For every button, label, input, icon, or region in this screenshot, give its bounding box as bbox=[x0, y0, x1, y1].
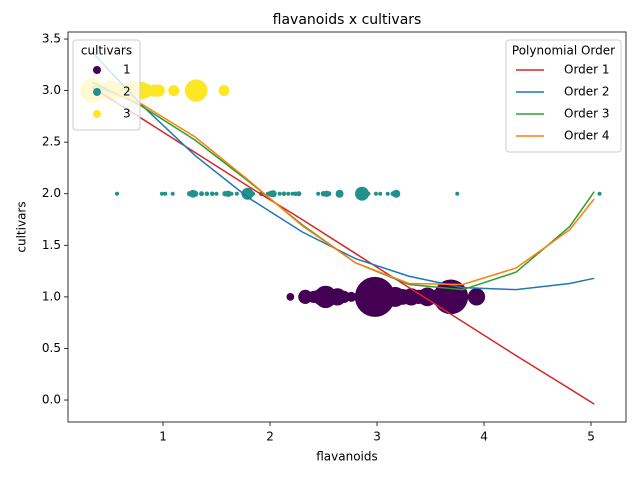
legend-box bbox=[505, 39, 622, 153]
legend-label: Order 2 bbox=[564, 85, 610, 99]
x-tick-label: 1 bbox=[159, 430, 167, 444]
scatter-point bbox=[296, 191, 302, 197]
scatter-point bbox=[234, 191, 239, 196]
y-tick-label: 1.5 bbox=[42, 238, 61, 252]
scatter-point bbox=[269, 190, 277, 198]
y-tick-label: 0.0 bbox=[42, 393, 61, 407]
y-tick-label: 2.0 bbox=[42, 186, 61, 200]
legend-label: 1 bbox=[123, 63, 131, 77]
scatter-point bbox=[316, 191, 321, 196]
legend-marker bbox=[93, 88, 101, 96]
legend-label: 3 bbox=[123, 107, 131, 121]
axes-frame bbox=[67, 31, 627, 423]
scatter-point bbox=[335, 189, 344, 198]
scatter-point bbox=[152, 84, 165, 97]
scatter-point bbox=[290, 191, 295, 196]
x-tick-label: 3 bbox=[373, 430, 381, 444]
fit-line bbox=[91, 51, 595, 291]
scatter-point bbox=[355, 186, 370, 201]
scatter-point bbox=[138, 83, 153, 98]
scatter-point bbox=[455, 191, 460, 196]
scatter-point bbox=[392, 189, 401, 198]
scatter-point bbox=[115, 191, 120, 196]
y-tick-label: 3.5 bbox=[42, 32, 61, 46]
scatter-point bbox=[214, 191, 219, 196]
x-tick-label: 2 bbox=[266, 430, 274, 444]
legend-label: 2 bbox=[123, 85, 131, 99]
x-axis-label: flavanoids bbox=[316, 450, 378, 464]
scatter-point bbox=[286, 293, 295, 301]
scatter-point bbox=[229, 191, 234, 196]
scatter-point bbox=[185, 79, 208, 102]
scatter-point bbox=[286, 191, 291, 196]
scatter-point bbox=[218, 85, 230, 97]
scatter-point bbox=[448, 288, 465, 305]
scatter-point bbox=[209, 191, 215, 196]
scatter-point bbox=[378, 191, 383, 196]
scatter-point bbox=[597, 191, 602, 196]
scatter-point bbox=[159, 191, 164, 196]
y-tick-label: 1.0 bbox=[42, 289, 61, 303]
y-tick-label: 3.0 bbox=[42, 83, 61, 97]
y-tick-label: 0.5 bbox=[42, 341, 61, 355]
scatter-point bbox=[281, 191, 287, 196]
legend-title: cultivars bbox=[81, 44, 132, 58]
scatter-point bbox=[250, 191, 256, 196]
fit-line bbox=[92, 84, 595, 286]
legend-label: Order 1 bbox=[564, 63, 610, 77]
scatter-point bbox=[298, 289, 313, 304]
scatter-point bbox=[199, 191, 205, 197]
scatter-point bbox=[373, 191, 378, 196]
scatter-point bbox=[346, 291, 357, 302]
scatter-point bbox=[385, 191, 390, 196]
scatter-point bbox=[225, 190, 232, 197]
legend-box bbox=[72, 39, 141, 131]
legend-marker bbox=[93, 110, 101, 118]
scatter-point bbox=[191, 190, 199, 197]
legend-label: Order 3 bbox=[564, 107, 610, 121]
x-tick-label: 4 bbox=[480, 430, 488, 444]
y-tick-label: 2.5 bbox=[42, 135, 61, 149]
scatter-point bbox=[163, 191, 168, 196]
legend-marker bbox=[93, 66, 101, 74]
legend-label: Order 4 bbox=[564, 129, 610, 143]
x-tick-label: 5 bbox=[587, 430, 595, 444]
scatter-point bbox=[366, 191, 371, 196]
scatter-point bbox=[170, 191, 175, 196]
scatter-point bbox=[326, 191, 332, 197]
fit-line bbox=[91, 86, 595, 405]
scatter-point bbox=[241, 187, 254, 200]
scatter-point bbox=[168, 85, 180, 97]
legend-title: Polynomial Order bbox=[512, 44, 615, 58]
y-axis-label: cultivars bbox=[15, 201, 29, 252]
scatter-point bbox=[337, 290, 350, 304]
chart-title: flavanoids x cultivars bbox=[273, 12, 422, 28]
scatter-point bbox=[277, 191, 282, 196]
scatter-point bbox=[467, 288, 486, 306]
scatter-point bbox=[204, 191, 210, 196]
